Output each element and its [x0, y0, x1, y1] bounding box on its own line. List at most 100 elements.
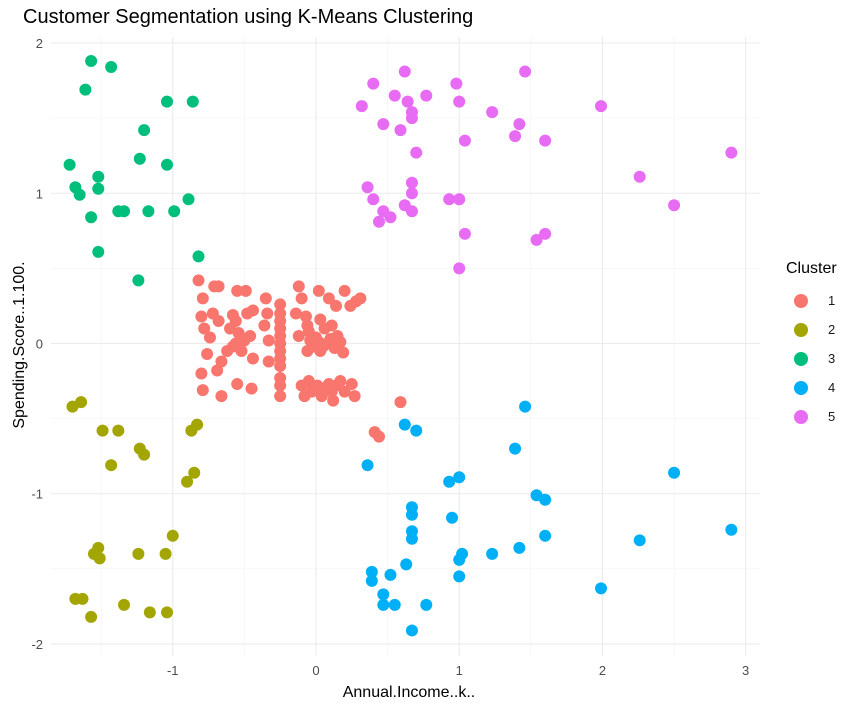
data-point-cluster-4: [456, 547, 469, 560]
data-point-cluster-1: [394, 396, 407, 409]
x-tick-label: 1: [456, 663, 463, 678]
data-point-cluster-1: [337, 346, 350, 359]
data-point-cluster-2: [85, 610, 98, 623]
data-point-cluster-3: [161, 95, 174, 108]
y-axis-title: Spending.Score..1.100.: [11, 261, 28, 428]
legend-title: Cluster: [786, 260, 837, 277]
data-point-cluster-1: [338, 284, 351, 297]
data-point-cluster-4: [405, 508, 418, 521]
data-point-cluster-5: [405, 112, 418, 125]
data-point-cluster-1: [274, 390, 287, 403]
data-point-cluster-5: [453, 262, 466, 275]
data-point-cluster-1: [274, 379, 287, 392]
data-point-cluster-4: [453, 471, 466, 484]
data-point-cluster-1: [322, 292, 335, 305]
data-point-cluster-4: [420, 598, 433, 611]
data-point-cluster-5: [539, 134, 552, 147]
legend-label: 4: [828, 380, 836, 395]
data-point-cluster-5: [453, 95, 466, 108]
data-point-cluster-1: [348, 390, 361, 403]
data-point-cluster-4: [446, 511, 459, 524]
data-point-cluster-3: [192, 250, 205, 263]
data-point-cluster-1: [212, 280, 225, 293]
data-point-cluster-1: [198, 322, 211, 335]
data-point-cluster-1: [235, 345, 248, 358]
legend-key-dot: [794, 293, 808, 308]
data-point-cluster-4: [384, 568, 397, 581]
data-point-cluster-1: [262, 334, 275, 347]
y-tick-label: 1: [36, 186, 43, 201]
data-point-cluster-4: [388, 598, 401, 611]
data-point-cluster-5: [405, 176, 418, 189]
data-point-cluster-1: [239, 284, 252, 297]
data-point-cluster-1: [196, 292, 209, 305]
data-point-cluster-1: [274, 298, 287, 311]
data-point-cluster-3: [142, 205, 155, 218]
data-point-cluster-4: [405, 624, 418, 637]
data-point-cluster-2: [76, 592, 89, 605]
data-point-cluster-5: [633, 170, 646, 183]
data-point-cluster-2: [138, 448, 151, 461]
data-point-cluster-5: [398, 65, 411, 78]
axis-tick-labels: -1 0 1 2 3 -2 -1 0 1 2: [31, 36, 749, 678]
data-point-cluster-2: [188, 466, 201, 479]
data-point-cluster-4: [513, 541, 526, 554]
x-axis-title: Annual.Income..k..: [343, 684, 476, 701]
data-point-cluster-2: [118, 598, 131, 611]
x-tick-label: 0: [312, 663, 319, 678]
data-point-cluster-2: [166, 529, 179, 542]
chart-title: Customer Segmentation using K-Means Clus…: [23, 6, 474, 28]
data-point-cluster-1: [350, 295, 363, 308]
data-point-cluster-1: [299, 310, 312, 323]
data-point-cluster-1: [301, 345, 314, 358]
data-point-cluster-1: [231, 284, 244, 297]
data-point-cluster-2: [191, 418, 204, 431]
y-tick-label: -2: [31, 637, 43, 652]
data-point-cluster-5: [367, 193, 380, 206]
data-point-cluster-4: [361, 459, 374, 472]
data-point-cluster-5: [530, 233, 543, 246]
data-point-cluster-1: [289, 307, 302, 320]
data-point-cluster-1: [345, 378, 358, 391]
data-point-cluster-5: [668, 199, 681, 212]
legend-label: 2: [828, 322, 836, 337]
data-point-cluster-1: [330, 299, 343, 312]
data-point-cluster-5: [355, 100, 368, 113]
data-point-cluster-3: [182, 193, 195, 206]
data-point-cluster-4: [453, 570, 466, 583]
data-point-cluster-3: [73, 188, 86, 201]
data-point-cluster-3: [138, 124, 151, 137]
legend-items: 1 2 3 4 5: [786, 286, 837, 431]
legend-item-cluster-3: 3: [786, 344, 837, 373]
data-point-cluster-1: [244, 329, 257, 342]
legend-key-dot: [794, 409, 808, 424]
data-point-cluster-5: [367, 77, 380, 90]
data-point-cluster-5: [725, 146, 738, 159]
data-point-cluster-4: [633, 534, 646, 547]
data-point-cluster-3: [168, 205, 181, 218]
data-point-cluster-1: [274, 360, 287, 373]
data-point-cluster-4: [405, 532, 418, 545]
data-point-cluster-1: [373, 430, 386, 443]
data-point-cluster-1: [262, 355, 275, 368]
data-point-cluster-1: [231, 378, 244, 391]
data-point-cluster-2: [159, 547, 172, 560]
data-point-cluster-5: [394, 124, 407, 137]
data-point-cluster-3: [118, 205, 131, 218]
data-point-cluster-5: [410, 146, 423, 159]
legend-item-cluster-5: 5: [786, 402, 837, 431]
data-point-cluster-5: [373, 215, 386, 228]
data-point-cluster-5: [405, 187, 418, 200]
data-point-cluster-5: [509, 130, 522, 143]
legend-item-cluster-2: 2: [786, 315, 837, 344]
legend-item-cluster-4: 4: [786, 373, 837, 402]
data-point-cluster-1: [224, 322, 237, 335]
data-point-cluster-1: [295, 292, 308, 305]
data-point-cluster-5: [450, 77, 463, 90]
data-point-cluster-2: [181, 475, 194, 488]
data-point-cluster-4: [377, 588, 390, 601]
data-point-cluster-5: [384, 211, 397, 224]
data-point-cluster-5: [458, 134, 471, 147]
data-points: [63, 55, 738, 637]
data-point-cluster-2: [161, 606, 174, 619]
